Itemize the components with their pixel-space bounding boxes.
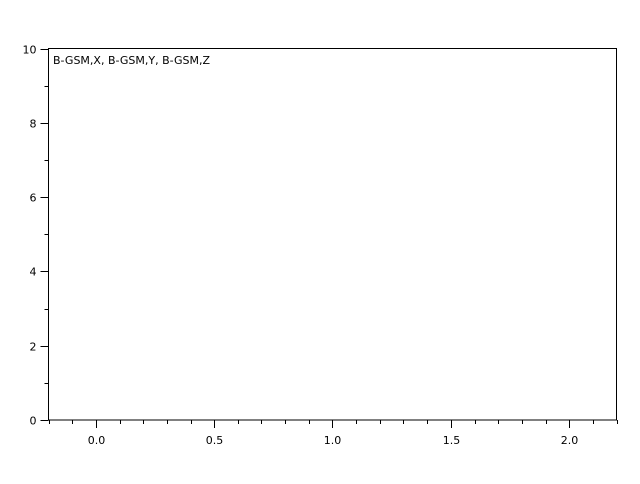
y-tick-label: 10 <box>23 44 37 57</box>
x-tick-label: 1.5 <box>443 434 461 447</box>
x-tick-label: 1.0 <box>324 434 342 447</box>
legend-text: B-GSM,X, B-GSM,Y, B-GSM,Z <box>53 54 210 67</box>
y-tick-label: 0 <box>30 415 37 428</box>
x-tick-label: 2.0 <box>561 434 579 447</box>
x-tick-label: 0.0 <box>88 434 106 447</box>
axes: 0.0 0.5 1.0 1.5 2.0 0 2 4 6 8 10 <box>23 44 618 447</box>
y-tick-label: 8 <box>30 118 37 131</box>
y-tick-label: 4 <box>30 266 37 279</box>
plot-area <box>48 48 617 421</box>
y-tick-label: 6 <box>30 192 37 205</box>
x-tick-label: 0.5 <box>206 434 224 447</box>
y-tick-label: 2 <box>30 341 37 354</box>
